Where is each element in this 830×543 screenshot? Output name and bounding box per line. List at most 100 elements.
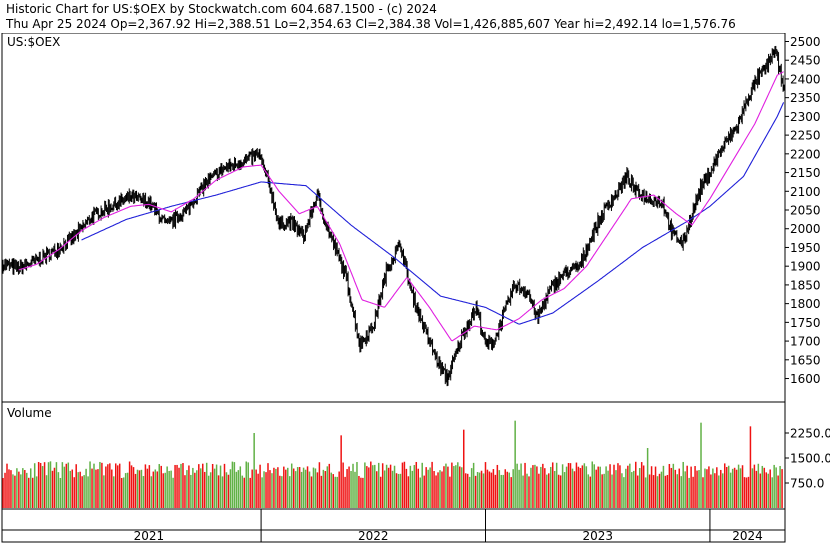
volume-bar — [6, 463, 8, 508]
volume-bar — [107, 464, 109, 508]
volume-bar — [372, 465, 374, 508]
volume-bar — [154, 469, 157, 508]
volume-bar — [524, 462, 526, 508]
volume-bar — [532, 465, 534, 508]
volume-bar — [184, 475, 186, 508]
volume-bar — [583, 463, 586, 508]
volume-bar — [290, 463, 293, 508]
volume-bar — [113, 476, 115, 508]
volume-bar — [401, 462, 404, 508]
volume-bar — [508, 472, 510, 508]
volume-bar — [281, 476, 283, 508]
volume-panel-title: Volume — [7, 406, 52, 420]
volume-bar — [506, 471, 508, 508]
price-tick-label: 1600 — [790, 372, 821, 386]
volume-bar — [451, 462, 453, 508]
volume-bar — [352, 463, 354, 508]
volume-bar — [105, 466, 107, 508]
volume-bar — [694, 466, 696, 508]
volume-bar — [302, 467, 305, 508]
volume-bar — [338, 471, 340, 508]
volume-bar — [285, 469, 287, 508]
volume-bar — [518, 469, 520, 508]
volume-bar — [714, 473, 716, 508]
year-label: 2022 — [358, 529, 389, 543]
volume-bar — [375, 471, 378, 508]
volume-bar — [528, 476, 530, 508]
volume-bar — [731, 468, 734, 508]
volume-bar — [433, 471, 435, 508]
volume-bar — [751, 468, 754, 508]
volume-bar — [548, 473, 550, 508]
volume-bar — [205, 462, 208, 508]
volume-bar — [247, 462, 249, 508]
volume-bar — [743, 477, 746, 508]
volume-bar — [771, 477, 773, 508]
volume-bar — [31, 477, 34, 508]
volume-bar — [73, 477, 75, 508]
volume-bar — [407, 476, 410, 508]
volume-bar — [18, 471, 20, 508]
volume-bar — [627, 465, 629, 508]
volume-bar — [650, 466, 653, 508]
price-tick-label: 2150 — [790, 166, 821, 180]
volume-bar — [755, 470, 758, 508]
volume-bar — [328, 463, 331, 508]
volume-bar — [320, 475, 323, 508]
volume-bar — [538, 473, 540, 508]
volume-bar — [342, 462, 344, 508]
volume-bar — [674, 469, 677, 508]
volume-bar — [287, 467, 289, 508]
volume-bar — [227, 474, 230, 508]
volume-bar — [417, 468, 420, 508]
volume-bar — [120, 477, 123, 508]
volume-bar — [77, 472, 79, 508]
volume-bar — [662, 465, 665, 508]
volume-bar — [255, 469, 257, 508]
date-axis: 2021 2022 2023 2024 — [2, 509, 785, 543]
volume-bar — [150, 476, 153, 508]
volume-bar — [757, 463, 760, 508]
volume-bar — [65, 463, 68, 508]
volume-bar — [660, 471, 663, 508]
volume-bar — [93, 463, 95, 508]
price-tick-label: 2350 — [790, 91, 821, 105]
volume-bar — [20, 474, 22, 508]
volume-bar — [340, 435, 342, 508]
volume-bar — [138, 470, 141, 508]
volume-bar — [462, 429, 465, 508]
volume-bar — [638, 468, 641, 508]
volume-bar — [449, 476, 451, 508]
volume-bar — [16, 468, 18, 508]
volume-bar — [542, 463, 544, 508]
volume-bar — [263, 471, 265, 508]
volume-bar — [249, 477, 251, 508]
volume-bar — [194, 472, 196, 508]
volume-bar — [196, 470, 198, 508]
volume-bar — [419, 477, 421, 508]
volume-bar — [219, 465, 222, 508]
volume-bar — [24, 470, 26, 508]
volume-bar — [549, 466, 552, 508]
volume-bar — [581, 465, 584, 508]
volume-bar — [115, 463, 117, 508]
volume-bar — [520, 463, 522, 508]
volume-bar — [381, 463, 384, 508]
chart-header-title: Historic Chart for US:$OEX by Stockwatch… — [6, 2, 437, 16]
year-label: 2021 — [134, 529, 165, 543]
volume-bar — [63, 466, 66, 508]
volume-bar — [735, 469, 738, 508]
volume-bar — [722, 473, 724, 508]
volume-bar — [294, 471, 297, 508]
volume-bar — [500, 474, 503, 508]
volume-bar — [47, 462, 50, 508]
volume-bar — [686, 465, 688, 508]
volume-bar — [308, 471, 311, 508]
volume-bar — [435, 475, 437, 508]
volume-bar — [59, 477, 62, 508]
volume-bar — [488, 471, 491, 508]
volume-bar — [387, 467, 390, 508]
volume-bar — [447, 466, 449, 508]
volume-bar — [111, 469, 113, 508]
